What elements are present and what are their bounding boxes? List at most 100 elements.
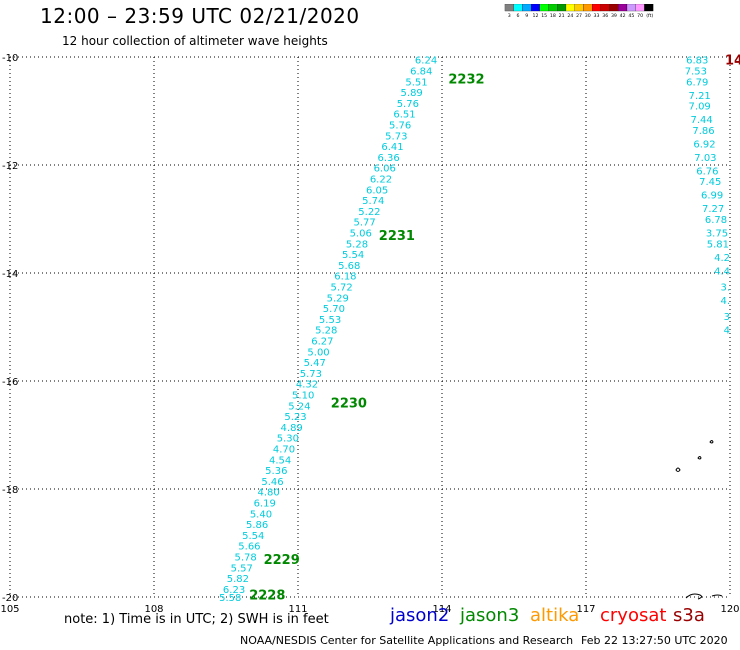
y-tick-label: -16: [2, 377, 18, 388]
wave-height-label: 5.77: [353, 218, 375, 229]
wave-height-label: 5.66: [238, 542, 260, 553]
wave-height-label: 5.22: [358, 207, 380, 218]
wave-height-label: 5.24: [288, 401, 310, 412]
colorbar-label: 45: [628, 13, 634, 19]
wave-height-label: 3: [724, 312, 730, 323]
coastline-fragments: [675, 440, 723, 600]
wave-height-label: 7.27: [702, 204, 724, 215]
wave-height-label: 4.2: [714, 253, 730, 264]
x-tick-label: 105: [0, 604, 19, 615]
x-tick-label: 114: [432, 604, 451, 615]
colorbar-label: 15: [541, 13, 547, 19]
wave-height-label: 5.47: [304, 358, 326, 369]
wave-height-label: 5.81: [707, 239, 729, 250]
pass-time-label: 2231: [379, 229, 415, 244]
pass-time-label: 2228: [249, 588, 285, 603]
wave-height-label: 5.46: [261, 477, 283, 488]
satellite-jason2-label: jason2: [390, 605, 450, 626]
wave-height-label: 5.10: [292, 391, 314, 402]
wave-height-label: 5.36: [265, 466, 287, 477]
wave-height-label: 6.27: [311, 337, 333, 348]
wave-height-label: 5.00: [307, 347, 329, 358]
wave-height-label: 6.99: [701, 191, 723, 202]
y-tick-label: -10: [2, 53, 18, 64]
wave-height-label: 6.19: [254, 499, 276, 510]
wave-height-label: 7.45: [699, 177, 721, 188]
wave-height-label: 5.57: [231, 563, 253, 574]
wave-height-label: 7.53: [685, 67, 707, 78]
satellite-s3a-label: s3a: [673, 605, 705, 626]
colorbar-label: 33: [594, 13, 600, 19]
chart-title: 12:00 – 23:59 UTC 02/21/2020: [40, 4, 360, 28]
wave-height-label: 5.78: [234, 553, 256, 564]
colorbar-label: 30: [585, 13, 591, 19]
wave-height-label: 5.70: [323, 304, 345, 315]
wave-height-label: 6.24: [415, 56, 437, 67]
wave-height-label: 4.70: [273, 445, 295, 456]
colorbar-label: 42: [620, 13, 626, 19]
wave-height-label: 6.06: [374, 164, 396, 175]
colorbar-label: 12: [532, 13, 538, 19]
wave-height-label: 5.72: [330, 283, 352, 294]
wave-height-label: 7.21: [689, 91, 711, 102]
wave-height-label: 7.09: [689, 102, 711, 113]
footer-credit: NOAA/NESDIS Center for Satellite Applica…: [240, 634, 574, 647]
wave-height-label: 6.76: [696, 166, 718, 177]
wave-height-label: 5.23: [284, 412, 306, 423]
wave-height-label: 5.86: [246, 520, 268, 531]
wave-height-label: 6.18: [334, 272, 356, 283]
satellite-altika-label: altika: [530, 605, 580, 626]
wave-height-label: 5.89: [401, 88, 423, 99]
x-tick-label: 108: [144, 604, 163, 615]
pass-time-label: 141: [725, 54, 740, 69]
wave-height-label: 5.76: [397, 99, 419, 110]
wave-height-label: 5.53: [319, 315, 341, 326]
wave-height-label: 5.40: [250, 509, 272, 520]
colorbar-label: 3: [508, 13, 511, 19]
wave-height-label: 5.82: [227, 574, 249, 585]
wave-height-label: 3.: [720, 283, 730, 294]
wave-height-label: 7.44: [690, 115, 712, 126]
wave-height-label: 4.80: [257, 488, 279, 499]
wave-height-label: 6.78: [705, 215, 727, 226]
colorbar-legend: 3 6 9 12 15 18 21 24 27 30 33 36 39 42 45 70 (ft): [504, 4, 653, 19]
footer-timestamp: Feb 22 13:27:50 UTC 2020: [581, 634, 728, 647]
wave-height-label: 5.54: [242, 531, 264, 542]
wave-height-label: 5.28: [315, 326, 337, 337]
y-tick-label: -20: [2, 593, 18, 604]
wave-height-label: 3.75: [706, 229, 728, 240]
wave-height-label: 5.76: [389, 121, 411, 132]
y-tick-label: -12: [2, 161, 18, 172]
wave-height-label: 7.03: [694, 153, 716, 164]
footer-note: note: 1) Time is in UTC; 2) SWH is in fe…: [64, 612, 329, 627]
satellite-jason3-label: jason3: [460, 605, 520, 626]
colorbar-label: 6: [517, 13, 520, 19]
wave-height-label: 6.92: [693, 139, 715, 150]
wave-height-label: 4.4: [714, 266, 730, 277]
colorbar-label: 18: [550, 13, 556, 19]
wave-height-label: 4: [724, 326, 730, 337]
colorbar-label: 36: [602, 13, 608, 19]
wave-height-label: 6.41: [381, 142, 403, 153]
wave-height-label: 5.58: [219, 593, 241, 604]
colorbar-label: 39: [611, 13, 617, 19]
y-tick-label: -18: [2, 485, 18, 496]
wave-height-label: 5.30: [277, 434, 299, 445]
colorbar-label: 24: [567, 13, 573, 19]
wave-height-label: 5.51: [405, 77, 427, 88]
wave-height-label: 6.05: [366, 185, 388, 196]
x-tick-label: 117: [576, 604, 595, 615]
y-tick-label: -14: [2, 269, 18, 280]
wave-height-label: 5.06: [350, 229, 372, 240]
wave-height-label: 4.54: [269, 455, 291, 466]
pass-time-label: 2230: [331, 397, 367, 412]
satellite-cryosat-label: cryosat: [600, 605, 667, 626]
x-tick-label: 111: [288, 604, 307, 615]
wave-height-label: 6.23: [223, 585, 245, 596]
pass-time-label: 2232: [448, 73, 484, 88]
wave-height-label: 4.89: [281, 423, 303, 434]
wave-height-label: 6.84: [410, 67, 432, 78]
colorbar-label: 27: [576, 13, 582, 19]
colorbar-label: 9: [525, 13, 528, 19]
